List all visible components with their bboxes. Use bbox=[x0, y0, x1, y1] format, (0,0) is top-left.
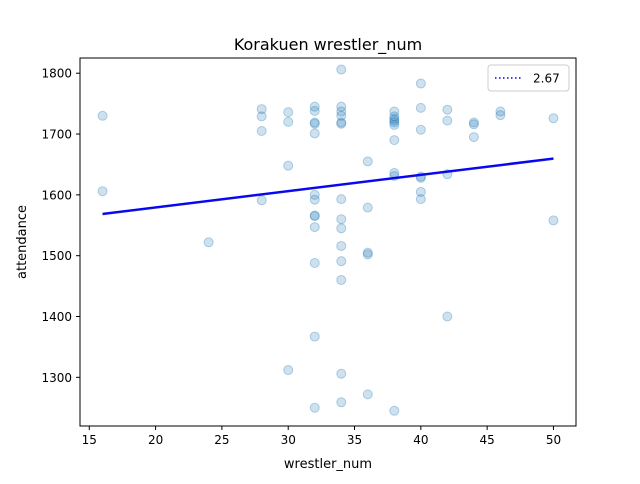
data-point bbox=[336, 256, 347, 267]
data-point bbox=[256, 195, 267, 206]
y-tick-label: 1500 bbox=[41, 249, 72, 263]
x-axis-label: wrestler_num bbox=[284, 457, 372, 472]
data-point bbox=[415, 194, 426, 205]
x-axis-ticks: 15 20 25 30 35 40 45 50 bbox=[82, 426, 561, 447]
legend-box bbox=[487, 64, 570, 92]
data-point bbox=[442, 104, 453, 115]
data-point bbox=[336, 110, 347, 121]
x-tick-label: 50 bbox=[546, 433, 561, 447]
data-point bbox=[362, 156, 373, 167]
data-point bbox=[415, 186, 426, 197]
data-point bbox=[389, 135, 400, 146]
data-point bbox=[389, 113, 400, 124]
data-point bbox=[336, 118, 347, 129]
x-tick-label: 20 bbox=[148, 433, 163, 447]
data-point bbox=[309, 402, 320, 413]
data-point bbox=[468, 117, 479, 128]
y-axis-ticks: 1300 1400 1500 1600 1700 1800 bbox=[41, 67, 80, 385]
data-point bbox=[283, 160, 294, 171]
y-tick-label: 1400 bbox=[41, 310, 72, 324]
data-point bbox=[309, 118, 320, 129]
chart-title: Korakuen wrestler_num bbox=[234, 35, 422, 55]
data-point bbox=[362, 249, 373, 260]
data-point bbox=[336, 214, 347, 225]
data-point bbox=[468, 132, 479, 143]
data-point bbox=[389, 117, 400, 128]
plot-area-frame bbox=[79, 57, 577, 427]
data-point bbox=[548, 215, 559, 226]
data-point bbox=[256, 104, 267, 115]
data-point bbox=[309, 257, 320, 268]
x-tick-label: 45 bbox=[480, 433, 495, 447]
data-point bbox=[548, 113, 559, 124]
data-point bbox=[309, 331, 320, 342]
y-axis-label: attendance bbox=[15, 205, 30, 279]
y-tick-label: 1800 bbox=[41, 67, 72, 81]
data-point bbox=[442, 115, 453, 126]
data-point bbox=[309, 105, 320, 116]
data-point bbox=[336, 194, 347, 205]
data-point bbox=[309, 211, 320, 222]
data-point bbox=[495, 106, 506, 117]
regression-line bbox=[102, 157, 554, 216]
data-point bbox=[336, 223, 347, 234]
data-point bbox=[336, 117, 347, 128]
data-point bbox=[336, 397, 347, 408]
fit-line bbox=[102, 157, 554, 215]
data-point bbox=[415, 102, 426, 113]
data-point bbox=[468, 119, 479, 130]
data-point bbox=[362, 247, 373, 258]
data-point bbox=[283, 365, 294, 376]
data-point bbox=[389, 405, 400, 416]
data-point bbox=[309, 117, 320, 128]
data-point bbox=[256, 125, 267, 136]
y-tick-label: 1600 bbox=[41, 188, 72, 202]
x-tick-label: 25 bbox=[214, 433, 229, 447]
data-point bbox=[442, 311, 453, 322]
data-point bbox=[415, 124, 426, 135]
data-point bbox=[362, 389, 373, 400]
x-tick-label: 40 bbox=[413, 433, 428, 447]
data-point bbox=[97, 186, 108, 197]
data-point bbox=[389, 115, 400, 126]
fit-line-shadow bbox=[102, 158, 554, 216]
data-point bbox=[336, 368, 347, 379]
data-point bbox=[283, 116, 294, 127]
data-point bbox=[309, 189, 320, 200]
data-point bbox=[309, 128, 320, 139]
data-point bbox=[362, 202, 373, 213]
x-tick-label: 30 bbox=[281, 433, 296, 447]
data-point bbox=[309, 101, 320, 112]
data-point bbox=[389, 111, 400, 122]
data-point bbox=[336, 275, 347, 286]
y-tick-label: 1300 bbox=[41, 371, 72, 385]
legend-label: 2.67 bbox=[533, 72, 560, 86]
data-point bbox=[309, 194, 320, 205]
data-point bbox=[256, 111, 267, 122]
x-tick-label: 15 bbox=[82, 433, 97, 447]
data-points bbox=[97, 64, 559, 416]
data-point bbox=[336, 64, 347, 75]
data-point bbox=[389, 106, 400, 117]
data-point bbox=[97, 110, 108, 121]
data-point bbox=[415, 78, 426, 89]
data-point bbox=[309, 222, 320, 233]
data-point bbox=[495, 110, 506, 121]
x-tick-label: 35 bbox=[347, 433, 362, 447]
data-point bbox=[336, 106, 347, 117]
data-point bbox=[336, 240, 347, 251]
data-point bbox=[389, 119, 400, 130]
y-tick-label: 1700 bbox=[41, 128, 72, 142]
data-point bbox=[283, 107, 294, 118]
data-point bbox=[336, 101, 347, 112]
data-point bbox=[309, 210, 320, 221]
legend: 2.67 bbox=[487, 64, 570, 92]
data-point bbox=[203, 237, 214, 248]
